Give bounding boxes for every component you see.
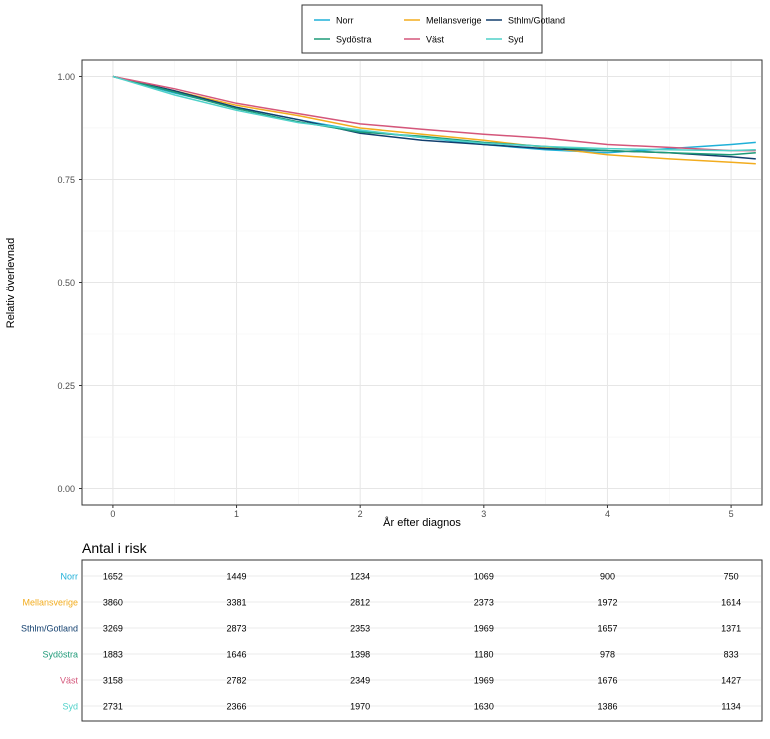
y-axis-label: Relativ överlevnad [5, 238, 17, 329]
risk-cell: 1883 [103, 650, 123, 660]
grid [83, 61, 761, 504]
risk-cell: 900 [600, 572, 615, 582]
risk-cell: 1969 [474, 624, 494, 634]
risk-cell: 3158 [103, 676, 123, 686]
risk-cell: 3269 [103, 624, 123, 634]
x-tick-label: 1 [234, 509, 239, 519]
risk-cell: 2873 [227, 624, 247, 634]
risk-cell: 1630 [474, 702, 494, 712]
x-tick-label: 5 [729, 509, 734, 519]
legend-syd-stra-label: Sydöstra [336, 35, 372, 45]
risk-cell: 2373 [474, 598, 494, 608]
legend-syd-label: Syd [508, 35, 524, 45]
risk-table-title: Antal i risk [82, 540, 148, 556]
series-lines [112, 75, 756, 165]
risk-cell: 750 [724, 572, 739, 582]
risk-cell: 2353 [350, 624, 370, 634]
risk-cell: 2731 [103, 702, 123, 712]
x-axis-ticks: 0 1 2 3 4 5 [110, 505, 734, 519]
risk-cell: 1614 [721, 598, 741, 608]
risk-cell: 1134 [721, 702, 740, 712]
risk-row-label-syd-stra: Sydöstra [42, 650, 78, 660]
risk-cell: 1969 [474, 676, 494, 686]
risk-cell: 1646 [227, 650, 247, 660]
y-axis-ticks: 0.00 0.25 0.50 0.75 1.00 [57, 72, 82, 494]
risk-cell: 2812 [350, 598, 370, 608]
legend-v-st-label: Väst [426, 35, 445, 45]
risk-table-panel [81, 559, 763, 722]
y-tick-label: 0.25 [57, 381, 75, 391]
risk-row-label-norr: Norr [61, 572, 79, 582]
y-tick-label: 0.75 [57, 175, 75, 185]
series-line-syd [112, 75, 756, 152]
risk-cell: 1398 [350, 650, 370, 660]
risk-cell: 2349 [350, 676, 370, 686]
risk-cell: 2782 [227, 676, 247, 686]
series-line-v-st [112, 75, 756, 152]
legend-box [301, 4, 543, 54]
risk-cell: 3860 [103, 598, 123, 608]
risk-cell: 1657 [597, 624, 617, 634]
x-tick-label: 3 [481, 509, 486, 519]
risk-cell: 1427 [721, 676, 741, 686]
x-tick-label: 0 [110, 509, 115, 519]
risk-cell: 3381 [227, 598, 247, 608]
series-line-syd-stra [112, 75, 756, 156]
y-tick-label: 1.00 [57, 72, 75, 82]
risk-cell: 978 [600, 650, 615, 660]
legend-mellansverige-label: Mellansverige [426, 16, 482, 26]
risk-cell: 1972 [597, 598, 617, 608]
x-tick-label: 4 [605, 509, 610, 519]
y-tick-label: 0.50 [57, 278, 75, 288]
risk-cell: 1234 [350, 572, 370, 582]
x-tick-label: 2 [358, 509, 363, 519]
risk-row-label-sthlm-gotland: Sthlm/Gotland [21, 624, 78, 634]
legend: Norr Mellansverige Sthlm/Gotland Sydöstra Vä… [314, 16, 565, 45]
legend-sthlm-gotland-label: Sthlm/Gotland [508, 16, 565, 26]
risk-table: Norr 1652 1449 1234 1069 900 750 Mellansverige 3… [21, 572, 761, 712]
risk-cell: 833 [724, 650, 739, 660]
risk-cell: 1652 [103, 572, 123, 582]
risk-cell: 1069 [474, 572, 494, 582]
risk-cell: 1449 [227, 572, 247, 582]
risk-row-label-mellansverige: Mellansverige [22, 598, 78, 608]
series-line-mellansverige [112, 75, 756, 165]
risk-cell: 1386 [597, 702, 617, 712]
y-tick-label: 0.00 [57, 484, 75, 494]
risk-cell: 1676 [597, 676, 617, 686]
x-axis-label: År efter diagnos [383, 516, 461, 529]
risk-row-label-v-st: Väst [60, 676, 79, 686]
legend-norr-label: Norr [336, 16, 354, 26]
risk-cell: 2366 [227, 702, 247, 712]
risk-cell: 1970 [350, 702, 370, 712]
risk-row-label-syd: Syd [62, 702, 78, 712]
risk-cell: 1371 [721, 624, 741, 634]
risk-cell: 1180 [474, 650, 493, 660]
